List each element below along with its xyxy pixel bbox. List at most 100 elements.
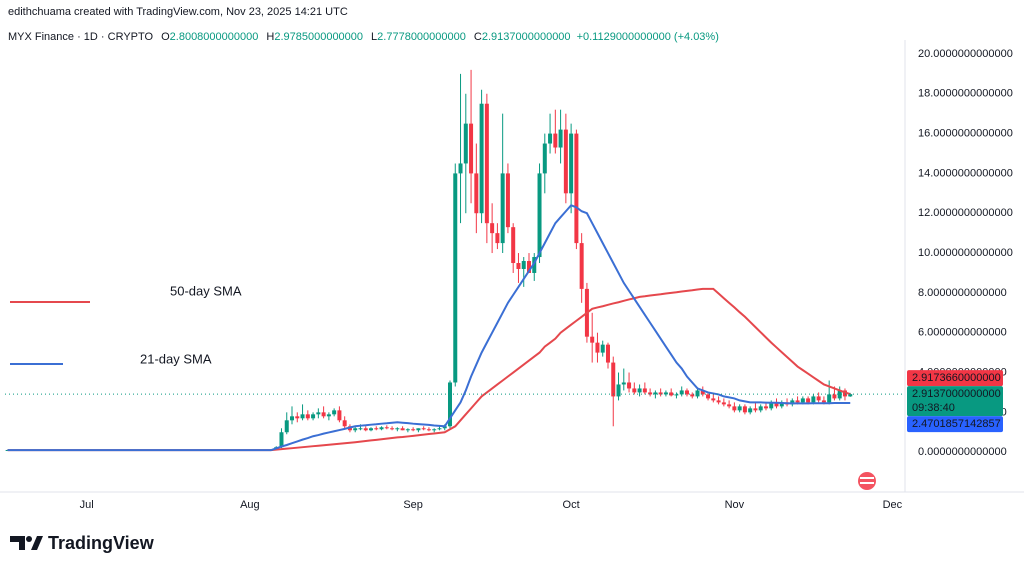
candle-body bbox=[642, 388, 647, 393]
candle-body bbox=[321, 412, 326, 417]
candle-body bbox=[563, 129, 568, 194]
candle-body bbox=[632, 388, 637, 393]
y-tick-label: 8.0000000000000 bbox=[918, 287, 1007, 299]
candle-body bbox=[447, 382, 453, 427]
candle-body bbox=[300, 414, 305, 419]
candle-body bbox=[727, 404, 732, 407]
candle-body bbox=[806, 398, 811, 403]
candle-body bbox=[627, 382, 632, 389]
candle-body bbox=[490, 223, 495, 234]
candle-body bbox=[558, 129, 563, 148]
candle-body bbox=[795, 400, 800, 403]
candle-body bbox=[821, 400, 826, 403]
price-label: 2.9173660000000 bbox=[912, 372, 1001, 384]
candle-body bbox=[521, 261, 526, 269]
candle-body bbox=[469, 123, 474, 174]
price-label: 2.4701857142857 bbox=[912, 418, 1001, 430]
candle-body bbox=[590, 336, 595, 343]
candle-body bbox=[674, 394, 679, 396]
candle-body bbox=[600, 344, 605, 353]
candle-body bbox=[721, 402, 726, 405]
candle-body bbox=[832, 394, 837, 399]
candle-body bbox=[574, 133, 579, 244]
legend-label: 21-day SMA bbox=[140, 351, 212, 366]
candle-body bbox=[769, 402, 774, 409]
candle-body bbox=[458, 163, 463, 174]
candle-body bbox=[495, 233, 500, 244]
candle-body bbox=[474, 173, 479, 214]
ohlc-key: H bbox=[266, 31, 274, 43]
candle-body bbox=[437, 428, 442, 430]
candle-body bbox=[774, 402, 779, 407]
candle-body bbox=[363, 428, 368, 431]
candle-body bbox=[548, 133, 553, 144]
candle-body bbox=[621, 382, 626, 385]
candle-body bbox=[405, 429, 410, 431]
ohlc-key: C bbox=[474, 31, 482, 43]
x-tick-label: Jul bbox=[80, 499, 94, 511]
candle-body bbox=[711, 398, 716, 401]
candle-body bbox=[848, 394, 853, 397]
candle-body bbox=[732, 406, 737, 411]
ohlc-value: 2.7778000000000 bbox=[377, 31, 466, 43]
y-tick-label: 10.0000000000000 bbox=[918, 247, 1013, 259]
symbol-info: MYX Finance · 1D · CRYPTO O2.800800000000… bbox=[8, 31, 719, 43]
candle-body bbox=[637, 388, 642, 393]
candle-body bbox=[511, 227, 516, 264]
candle-body bbox=[742, 406, 747, 413]
x-tick-label: Nov bbox=[725, 499, 745, 511]
price-label-box bbox=[907, 386, 1003, 417]
y-tick-label: 18.0000000000000 bbox=[918, 88, 1013, 100]
candle-body bbox=[332, 410, 337, 415]
candle-body bbox=[284, 420, 289, 433]
candle-body bbox=[827, 394, 832, 403]
candle-body bbox=[432, 429, 437, 431]
candle-body bbox=[395, 428, 400, 430]
x-tick-label: Sep bbox=[403, 499, 423, 511]
candle-body bbox=[426, 429, 431, 431]
y-tick-label: 20.0000000000000 bbox=[918, 48, 1013, 60]
candle-body bbox=[290, 416, 295, 421]
candle-body bbox=[800, 398, 805, 403]
candle-body bbox=[648, 392, 653, 395]
candle-body bbox=[305, 414, 310, 419]
change: +0.1129000000000 (+4.03%) bbox=[577, 31, 719, 43]
y-tick-label: 0.0000000000000 bbox=[918, 446, 1007, 458]
candle-body bbox=[453, 173, 458, 383]
price-label-box bbox=[907, 370, 1003, 387]
candle-body bbox=[684, 390, 689, 395]
candle-body bbox=[763, 406, 768, 409]
candle-body bbox=[716, 400, 721, 403]
candle-body bbox=[679, 390, 684, 395]
symbol: MYX Finance · 1D · CRYPTO bbox=[8, 31, 154, 43]
candle-body bbox=[605, 344, 610, 363]
candle-body bbox=[326, 414, 331, 417]
attribution: edithchuama created with TradingView.com… bbox=[8, 6, 348, 18]
countdown: 09:38:40 bbox=[912, 402, 955, 414]
ohlc-value: 2.9785000000000 bbox=[274, 31, 363, 43]
x-tick-label: Oct bbox=[563, 499, 580, 511]
candle-body bbox=[342, 420, 347, 427]
candle-body bbox=[653, 392, 658, 395]
sma-line bbox=[7, 204, 851, 452]
price-label-box bbox=[907, 416, 1003, 433]
candle-body bbox=[779, 402, 784, 407]
candle-body bbox=[463, 123, 468, 164]
candle-body bbox=[353, 428, 358, 431]
ohlc-key: O bbox=[161, 31, 170, 43]
candle-body bbox=[384, 427, 389, 429]
candle-body bbox=[737, 406, 742, 411]
ohlc-value: 2.8008000000000 bbox=[170, 31, 259, 43]
candle-body bbox=[390, 428, 395, 430]
candle-body bbox=[811, 396, 816, 403]
candle-body bbox=[532, 257, 537, 273]
branding: TradingView bbox=[48, 533, 155, 553]
candle-body bbox=[611, 362, 616, 397]
ohlc-value: 2.9137000000000 bbox=[482, 31, 571, 43]
candle-body bbox=[542, 143, 547, 174]
candle-body bbox=[579, 243, 584, 289]
candle-body bbox=[516, 263, 521, 269]
price-label: 2.9137000000000 bbox=[912, 388, 1001, 400]
